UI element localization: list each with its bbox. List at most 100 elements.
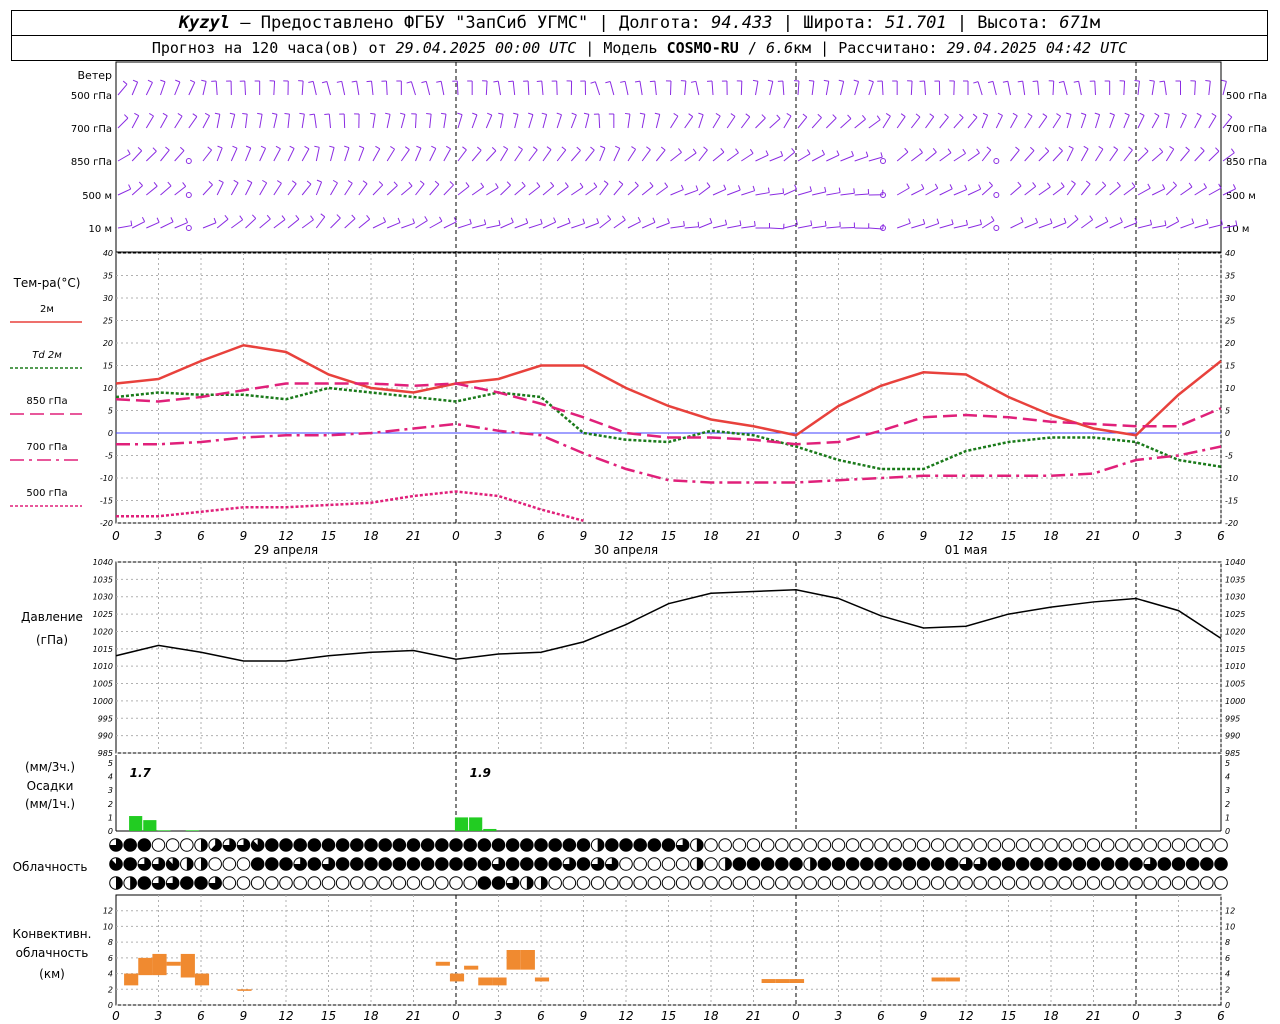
wind-barb-feather <box>127 149 131 155</box>
wind-barb-feather <box>564 182 569 187</box>
day-label: 29 апреля <box>254 543 318 557</box>
cloud-symbol-fill <box>116 876 123 890</box>
wind-barb <box>202 115 211 129</box>
pressure-ytick-right: 1035 <box>1225 575 1245 584</box>
wind-barb-feather <box>698 112 704 116</box>
wind-barb-feather <box>847 114 852 119</box>
cloud-symbol-fill <box>336 857 349 871</box>
wind-barb <box>528 223 543 229</box>
forecast-bar: Прогноз на 120 часа(ов) от 29.04.2025 00… <box>11 35 1268 61</box>
convective-hour-label: 6 <box>877 1009 885 1023</box>
cloud-symbol <box>350 876 364 890</box>
temperature-hour-label: 9 <box>920 529 928 543</box>
wind-barb-feather <box>1027 113 1033 117</box>
wind-barb-feather <box>932 147 937 153</box>
temperature-hour-label: 3 <box>1175 529 1183 543</box>
cloud-symbol <box>279 876 293 890</box>
day-label: 01 мая <box>945 543 988 557</box>
wind-barb-feather <box>245 145 251 149</box>
wind-barb-feather <box>959 113 964 118</box>
pressure-ytick-right: 1005 <box>1225 680 1245 689</box>
cloud-symbol <box>888 838 902 852</box>
wind-barb <box>585 186 598 196</box>
wind-barb <box>1123 114 1130 129</box>
wind-barb-feather <box>622 215 626 221</box>
wind-barb <box>315 181 323 196</box>
computed-time: 29.04.2025 04:42 UTC <box>946 39 1128 57</box>
wind-barb <box>301 148 310 162</box>
cloud-symbol-fill <box>322 857 335 871</box>
wind-barb-feather <box>838 79 844 82</box>
wind-barb <box>471 149 482 162</box>
wind-barb <box>769 118 781 129</box>
wind-barb <box>598 113 601 129</box>
wind-barb-feather <box>561 146 567 151</box>
cloud-symbol-fill <box>520 857 534 871</box>
convective-hour-label: 18 <box>1043 1009 1059 1023</box>
temperature-legend-label: 500 гПа <box>26 488 67 499</box>
wind-barb <box>1152 224 1167 229</box>
cloud-symbol <box>860 876 874 890</box>
wind-barb <box>741 190 755 196</box>
cloud-symbol-fill <box>492 876 505 890</box>
wind-barb-feather <box>190 79 195 83</box>
wind-barb-feather <box>416 145 422 149</box>
wind-barb <box>1137 115 1145 129</box>
wind-barb <box>599 218 612 229</box>
convective-bar <box>931 977 946 982</box>
pressure-ytick-right: 995 <box>1225 714 1240 723</box>
cloud-symbol <box>1001 838 1016 852</box>
wind-barb <box>485 114 493 129</box>
precip-ytick-right: 0 <box>1225 827 1230 836</box>
wind-barb-feather <box>1235 220 1238 226</box>
wind-barb <box>1137 224 1152 229</box>
wind-barb-feather <box>165 146 170 151</box>
wind-barb-feather <box>419 180 425 185</box>
temperature-hour-label: 15 <box>1001 529 1016 543</box>
convective-bar <box>449 973 465 982</box>
wind-barb <box>783 224 798 229</box>
wind-barb <box>797 116 808 129</box>
wind-barb <box>131 81 139 96</box>
temperature-ytick-left: -5 <box>105 452 113 461</box>
cloud-symbol-fill <box>109 857 123 871</box>
wind-barb-feather <box>344 145 350 149</box>
cloud-symbol-fill <box>789 857 803 871</box>
temperature-hour-label: 3 <box>495 529 503 543</box>
wind-level-left: 700 гПа <box>71 124 112 135</box>
cloud-symbol-fill <box>210 838 222 852</box>
cloud-symbol-fill <box>251 857 264 871</box>
cloud-symbol <box>945 838 959 852</box>
wind-barb-feather <box>806 149 811 155</box>
wind-barb <box>627 148 637 162</box>
cloud-symbol-fill <box>548 838 562 852</box>
wind-barb <box>415 183 425 196</box>
convective-bar <box>138 957 153 976</box>
wind-barb <box>386 114 391 129</box>
cloud-symbol-fill <box>1073 857 1086 871</box>
wind-barb <box>782 80 785 96</box>
wind-barb <box>429 184 440 196</box>
wind-barb <box>854 81 860 96</box>
wind-barb-feather <box>990 216 995 221</box>
temperature-hour-label: 9 <box>580 529 588 543</box>
wind-barb-feather <box>715 112 721 117</box>
wind-barb <box>868 81 874 96</box>
wind-barb-feather <box>876 115 881 121</box>
wind-barb <box>1052 186 1065 196</box>
cloud-symbol-fill <box>1186 857 1199 871</box>
wind-barb <box>684 152 697 162</box>
wind-barb <box>415 220 428 229</box>
temperature-ytick-left: 25 <box>103 317 113 326</box>
wind-barb-feather <box>1109 112 1115 116</box>
calm-circle <box>993 225 1000 231</box>
convective-ytick-right: 8 <box>1225 938 1230 947</box>
wind-barb-feather <box>1113 146 1118 150</box>
temperature-ytick-right: 20 <box>1225 339 1235 348</box>
wind-barb <box>131 185 143 196</box>
wind-barb-feather <box>134 112 139 117</box>
wind-barb-feather <box>385 112 391 115</box>
convective-ytick-left: 0 <box>108 1001 113 1010</box>
wind-barb <box>486 224 501 229</box>
convective-hour-label: 6 <box>197 1009 205 1023</box>
